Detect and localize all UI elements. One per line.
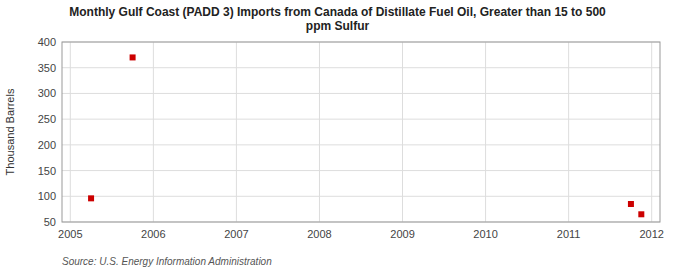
point [88,195,94,201]
x-tick-label: 2007 [224,228,248,240]
grid-line [70,42,71,222]
grid-line [62,196,660,197]
x-tick-label: 2005 [58,228,82,240]
plot-frame [62,42,660,222]
y-tick-label: 400 [38,36,56,48]
y-axis-label: Thousand Barrels [4,88,16,175]
grid-line [62,170,660,171]
y-tick-label: 150 [38,165,56,177]
grid-line [62,93,660,94]
chart: Monthly Gulf Coast (PADD 3) Imports from… [0,0,675,275]
grid-line [568,42,569,222]
x-tick-label: 2010 [473,228,497,240]
y-tick-label: 200 [38,139,56,151]
x-tick-label: 2009 [390,228,414,240]
y-tick-label: 50 [44,216,56,228]
grid-line [62,67,660,68]
point [638,211,644,217]
y-tick-label: 350 [38,62,56,74]
source: Source: U.S. Energy Information Administ… [62,256,272,267]
grid-line [153,42,154,222]
x-tick-label: 2012 [639,228,663,240]
points [88,54,644,217]
title: Monthly Gulf Coast (PADD 3) Imports from… [69,5,606,33]
grid-line [402,42,403,222]
grid-line [651,42,652,222]
y-tick-label: 100 [38,190,56,202]
x-tick-label: 2008 [307,228,331,240]
grid-line [236,42,237,222]
grid-line [319,42,320,222]
y-tick-label: 250 [38,113,56,125]
y-tick-label: 300 [38,87,56,99]
point [130,54,136,60]
grid-line [485,42,486,222]
x-tick-label: 2011 [557,228,581,240]
grid-line [62,119,660,120]
grid-line [62,144,660,145]
x-tick-label: 2006 [141,228,165,240]
point [628,201,634,207]
